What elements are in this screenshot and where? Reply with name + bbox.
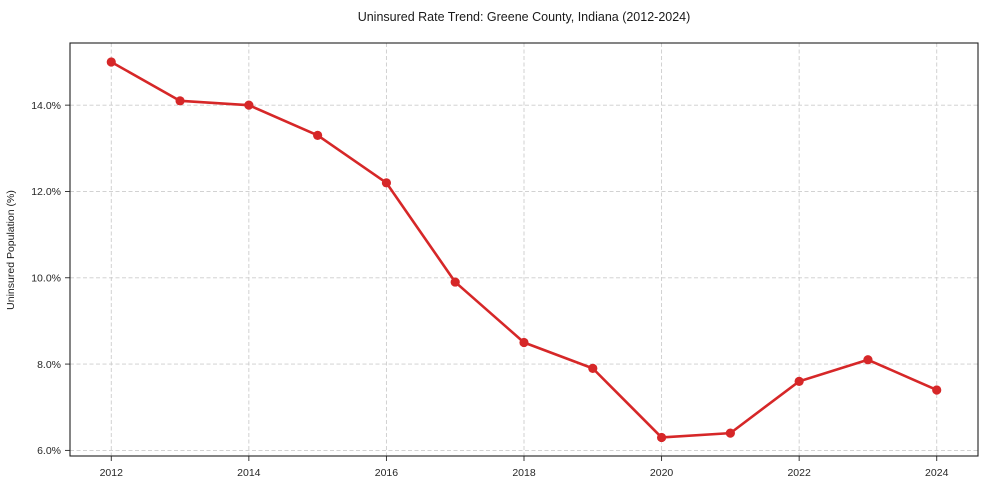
data-point (450, 277, 460, 287)
data-point (588, 363, 598, 373)
y-axis-label: Uninsured Population (%) (5, 190, 17, 310)
x-tick-label: 2014 (237, 467, 261, 479)
data-point (794, 376, 804, 386)
data-point (519, 337, 529, 348)
y-tick-label: 10.0% (31, 272, 61, 284)
y-tick-label: 12.0% (31, 186, 61, 198)
plot-area: 6.0% 8.0% 10.0% 12.0% 14.0% 2012 2014 2016 2018 2… (31, 42, 979, 479)
data-point (725, 428, 735, 438)
data-point (175, 96, 185, 106)
x-tick-label: 2012 (100, 467, 124, 479)
data-point (863, 355, 873, 365)
x-tick-label: 2018 (512, 467, 536, 479)
x-tick-label: 2024 (925, 467, 949, 479)
data-point (106, 57, 116, 67)
data-point (244, 100, 254, 110)
data-point (932, 385, 942, 395)
data-point (656, 432, 667, 443)
data-point (381, 178, 392, 188)
y-tick-label: 6.0% (37, 445, 61, 457)
y-tick-label: 14.0% (31, 100, 61, 112)
data-point (313, 130, 323, 140)
x-tick-label: 2022 (787, 467, 811, 479)
x-tick-label: 2016 (375, 467, 399, 479)
x-tick-label: 2020 (650, 467, 674, 479)
chart-title: Uninsured Rate Trend: Greene County, Ind… (358, 10, 691, 24)
y-tick-label: 8.0% (37, 359, 61, 371)
plot-border (69, 42, 979, 457)
